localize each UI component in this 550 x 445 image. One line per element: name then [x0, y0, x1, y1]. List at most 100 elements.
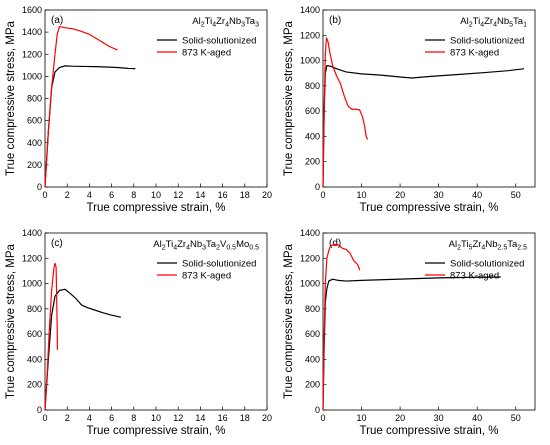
series-solid-solutionized-line — [322, 276, 501, 411]
composition-element: Al — [192, 16, 200, 27]
x-tick-label: 16 — [218, 190, 228, 200]
series-873k-aged-line — [322, 37, 368, 188]
composition-element: Ta — [245, 16, 256, 27]
composition-element: V — [220, 239, 227, 250]
x-axis-label: True compressive strain, % — [87, 202, 226, 214]
composition-element: Nb — [190, 239, 202, 250]
x-tick-label: 14 — [195, 413, 205, 423]
composition-subscript: 2 — [162, 245, 166, 252]
x-tick-label: 50 — [511, 190, 521, 200]
legend-entry: Solid-solutionized — [450, 259, 524, 270]
panel-label: (a) — [51, 15, 63, 26]
composition-element: Al — [449, 239, 457, 250]
composition-subscript: 4 — [480, 22, 484, 29]
y-tick-label: 1000 — [22, 279, 42, 289]
series-873k-aged-line — [322, 243, 361, 411]
x-tick-label: 0 — [42, 413, 47, 423]
legend-entry: Solid-solutionized — [182, 36, 256, 47]
composition-subscript: 0.5 — [249, 245, 259, 252]
x-tick-label: 20 — [395, 413, 405, 423]
x-tick-label: 2 — [65, 413, 70, 423]
composition-subscript: 2.5 — [517, 245, 527, 252]
y-tick-label: 1200 — [22, 253, 42, 263]
x-tick-label: 0 — [320, 190, 325, 200]
composition-label: Al2Ti4Zr4Nb3Ta2V0.5Mo0.5 — [153, 239, 259, 252]
y-tick-label: 800 — [305, 304, 320, 314]
y-tick-label: 1000 — [300, 279, 320, 289]
x-tick-label: 6 — [109, 413, 114, 423]
panel-b: 0 10 20 30 40 50 0 200 400 600 800 1000 1200 1400 True… — [283, 5, 536, 214]
y-tick-label: 0 — [37, 405, 42, 415]
composition-subscript: 2 — [469, 22, 473, 29]
y-tick-label: 1400 — [300, 5, 320, 15]
y-tick-label: 1200 — [300, 253, 320, 263]
composition-subscript: 1 — [523, 22, 527, 29]
x-tick-label: 8 — [131, 190, 136, 200]
legend-entry: 873 K-aged — [182, 48, 231, 59]
y-tick-label: 800 — [27, 94, 42, 104]
composition-element: Ti — [461, 239, 469, 250]
legend-entry: Solid-solutionized — [450, 36, 524, 47]
y-tick-label: 0 — [315, 182, 320, 192]
y-tick-label: 400 — [27, 354, 42, 364]
composition-element: Ta — [507, 239, 518, 250]
y-tick-label: 200 — [27, 160, 42, 170]
legend-entry: 873 K-aged — [450, 271, 499, 282]
x-tick-label: 16 — [218, 413, 228, 423]
composition-subscript: 2 — [457, 245, 461, 252]
y-axis-label: True compressive stress, MPa — [283, 20, 295, 175]
composition-element: Al — [460, 16, 468, 27]
x-tick-label: 10 — [357, 190, 367, 200]
y-tick-label: 1600 — [22, 5, 42, 15]
composition-subscript: 5 — [469, 245, 473, 252]
x-tick-label: 18 — [240, 413, 250, 423]
x-tick-label: 20 — [395, 190, 405, 200]
y-tick-label: 1400 — [22, 27, 42, 37]
y-tick-label: 200 — [27, 380, 42, 390]
y-tick-label: 400 — [27, 138, 42, 148]
x-tick-label: 6 — [109, 190, 114, 200]
x-tick-label: 4 — [87, 190, 92, 200]
composition-element: Zr — [484, 16, 493, 27]
y-axis-label: True compressive stress, MPa — [5, 20, 17, 175]
y-tick-label: 400 — [305, 354, 320, 364]
y-tick-label: 1400 — [300, 228, 320, 238]
composition-element: Nb — [485, 239, 497, 250]
series-solid-solutionized-line — [322, 65, 525, 188]
composition-element: Al — [153, 239, 161, 250]
x-tick-label: 20 — [262, 413, 272, 423]
composition-element: Ta — [206, 239, 217, 250]
composition-subscript: 4 — [225, 22, 229, 29]
panel-c: 0 2 4 6 8 10 12 14 16 18 2002004006008001000120014… — [5, 228, 272, 437]
composition-element: Zr — [177, 239, 186, 250]
x-axis-label: True compressive strain, % — [87, 425, 226, 437]
x-tick-label: 50 — [511, 413, 521, 423]
y-tick-label: 800 — [305, 81, 320, 91]
composition-subscript: 4 — [481, 245, 485, 252]
x-tick-label: 12 — [173, 413, 183, 423]
composition-subscript: 2 — [216, 245, 220, 252]
composition-element: Zr — [216, 16, 225, 27]
panel-label: (c) — [51, 238, 63, 249]
x-tick-label: 30 — [434, 413, 444, 423]
composition-element: Ti — [473, 16, 481, 27]
x-tick-label: 0 — [42, 190, 47, 200]
x-tick-label: 30 — [434, 190, 444, 200]
y-tick-label: 600 — [305, 329, 320, 339]
composition-element: Nb — [229, 16, 241, 27]
composition-subscript: 3 — [241, 22, 245, 29]
panel-label: (b) — [329, 15, 341, 26]
panel-label: (d) — [329, 238, 341, 249]
y-tick-label: 1400 — [22, 228, 42, 238]
composition-element: Nb — [497, 16, 509, 27]
series-solid-solutionized-line — [44, 65, 136, 188]
y-tick-label: 600 — [27, 329, 42, 339]
legend-entry: 873 K-aged — [182, 271, 231, 282]
x-tick-label: 2 — [65, 190, 70, 200]
series-873k-aged-line — [44, 25, 118, 188]
composition-element: Mo — [236, 239, 249, 250]
y-tick-label: 0 — [37, 182, 42, 192]
x-tick-label: 10 — [357, 413, 367, 423]
y-tick-label: 1000 — [300, 56, 320, 66]
